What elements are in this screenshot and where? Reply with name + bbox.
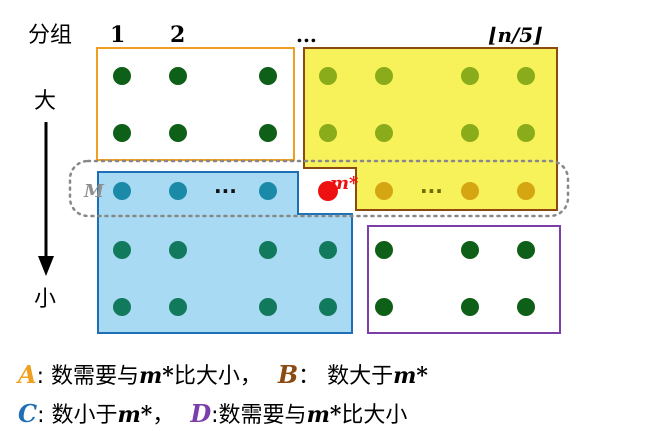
dot-median-right-c2 [517, 182, 535, 200]
region-c-box [97, 171, 353, 334]
dot-a-r1-c2 [259, 124, 277, 142]
column-header-last: ⌊n/5⌋ [488, 23, 543, 47]
legend-text-d: :数需要与 [211, 403, 307, 428]
dot-d-r4-c0 [375, 298, 393, 316]
dot-a-r1-c0 [113, 124, 131, 142]
region-a-box [96, 47, 295, 161]
dot-c-r3-c1 [169, 241, 187, 259]
legend-text-a: : 数需要与 [36, 364, 140, 389]
dot-d-r4-c2 [517, 298, 535, 316]
dot-c-r3-c3 [319, 241, 337, 259]
legend-letter-c: C [18, 399, 38, 428]
legend-text-b: ： 数大于 [298, 364, 394, 389]
region-b-fill [304, 48, 557, 210]
median-point-label: m* [330, 173, 359, 194]
group-label: 分组 [28, 23, 72, 48]
median-row-ellipsis-right: ··· [420, 179, 443, 203]
dot-median-c2 [259, 182, 277, 200]
dot-d-r3-c2 [517, 241, 535, 259]
median-row-label: M [83, 181, 105, 202]
column-header-1: 1 [110, 22, 125, 48]
dot-median-right-c0 [375, 182, 393, 200]
legend-var-b: m* [393, 363, 428, 389]
element-dots [113, 67, 535, 316]
median-row-box [68, 159, 570, 218]
legend-line-2: C: 数小于m*， D:数需要与m*比大小 [18, 397, 407, 429]
dot-d-r3-c0 [375, 241, 393, 259]
dot-median-c0 [113, 182, 131, 200]
dot-c-r4-c1 [169, 298, 187, 316]
axis-arrow-head [38, 256, 54, 276]
region-b-box [303, 47, 558, 211]
legend-line-1: A: 数需要与m*比大小， B： 数大于m* [18, 358, 428, 390]
legend-var-c: m* [117, 402, 153, 428]
dot-a-r1-c1 [169, 124, 187, 142]
legend-var-a: m* [139, 363, 174, 389]
dot-b-r0-c0 [319, 67, 337, 85]
dot-b-r0-c3 [517, 67, 535, 85]
legend-tail-d: 比大小 [341, 403, 408, 428]
legend-var-d: m* [306, 402, 342, 428]
dot-c-r4-c0 [113, 298, 131, 316]
dot-median-right-c1 [461, 182, 479, 200]
dot-median-star [318, 181, 338, 201]
median-row-ellipsis-left: ··· [214, 179, 237, 203]
legend-letter-b: B [277, 360, 299, 389]
dot-c-r3-c2 [259, 241, 277, 259]
axis-bottom-label: 小 [34, 287, 56, 312]
dot-b-r1-c0 [319, 124, 337, 142]
legend-letter-d: D [190, 399, 212, 428]
dot-d-r4-c1 [461, 298, 479, 316]
dot-a-r0-c2 [259, 67, 277, 85]
dot-b-r1-c3 [517, 124, 535, 142]
legend-letter-a: A [18, 360, 37, 389]
axis-top-label: 大 [34, 89, 56, 114]
column-header-ellipsis: ... [296, 23, 317, 47]
dot-b-r0-c2 [461, 67, 479, 85]
dot-a-r0-c1 [169, 67, 187, 85]
dot-d-r3-c1 [461, 241, 479, 259]
region-c-fill [98, 172, 352, 333]
dot-median-c1 [169, 182, 187, 200]
legend-tail-a: 比大小， [173, 364, 262, 389]
dot-b-r0-c1 [375, 67, 393, 85]
dot-a-r0-c0 [113, 67, 131, 85]
legend-text-c: : 数小于 [37, 403, 118, 428]
dot-b-r1-c2 [461, 124, 479, 142]
dot-c-r4-c3 [319, 298, 337, 316]
column-header-2: 2 [170, 22, 185, 48]
dot-c-r3-c0 [113, 241, 131, 259]
region-d-box [367, 225, 561, 334]
legend-tail-c: ， [152, 403, 175, 428]
dot-b-r1-c1 [375, 124, 393, 142]
dot-c-r4-c2 [259, 298, 277, 316]
